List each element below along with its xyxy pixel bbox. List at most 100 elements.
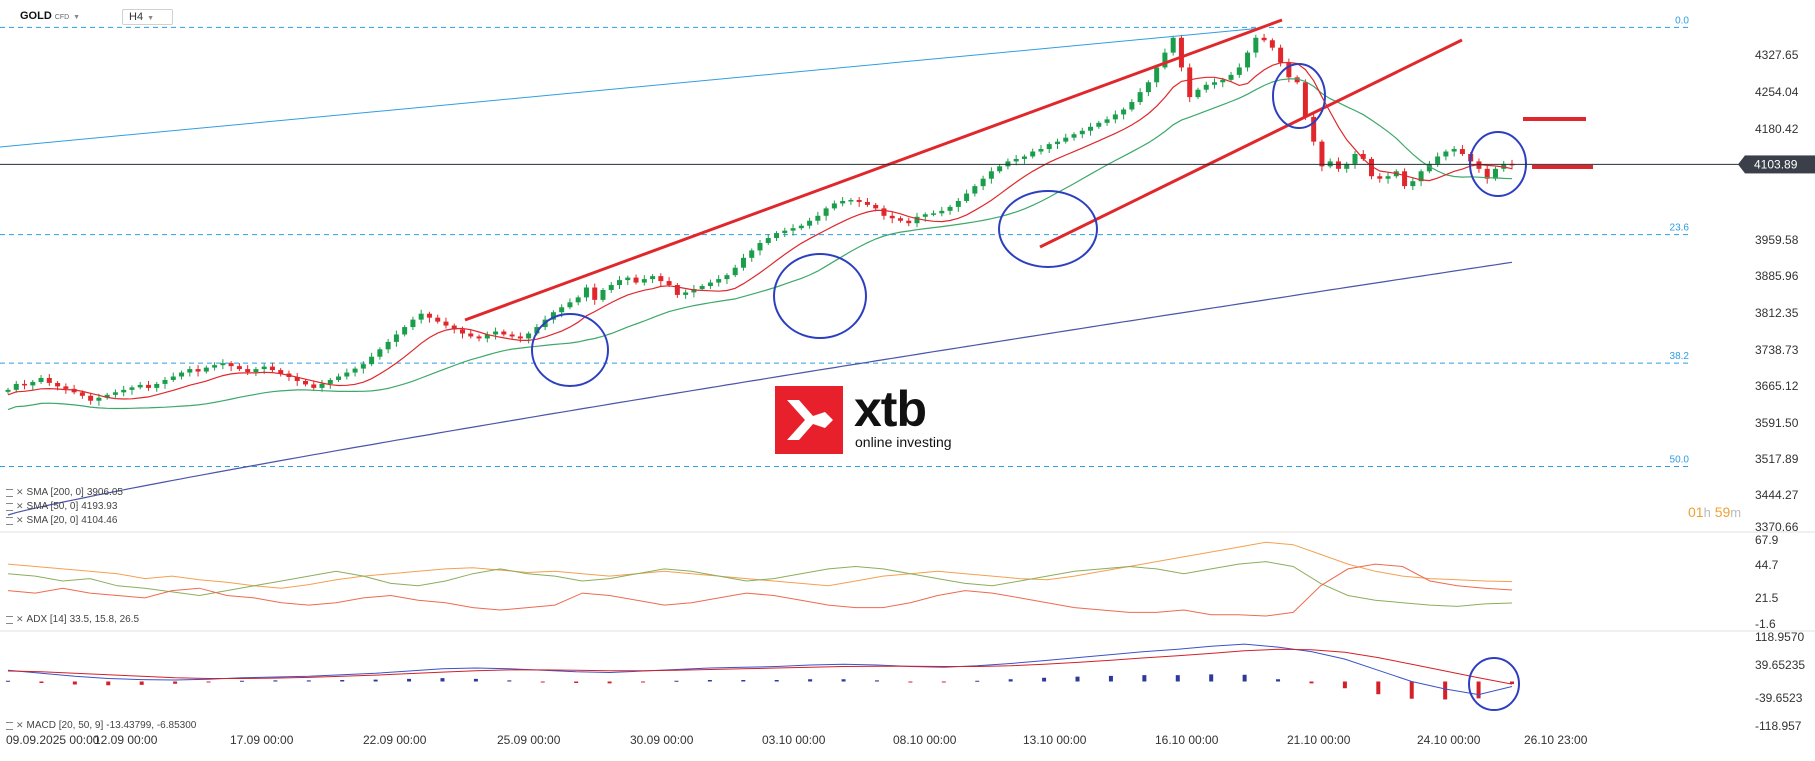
bearish-candle [1377, 176, 1383, 179]
bullish-candle [1121, 109, 1127, 115]
sma20-line [7, 61, 1513, 400]
bullish-candle [534, 327, 540, 334]
macd-histogram-bar [641, 681, 646, 683]
macd-y-tick-label: 118.9570 [1755, 630, 1804, 644]
adx-panel[interactable] [0, 531, 1815, 617]
symbol-tag: CFD [54, 14, 70, 21]
fib-level-label: 23.6 [1670, 223, 1690, 234]
adx-y-tick-label: 21.5 [1755, 591, 1779, 605]
symbol-name[interactable]: GOLD CFD ▼ [20, 10, 80, 22]
bullish-candle [526, 333, 532, 339]
macd-histogram-bar [674, 680, 679, 682]
remove-indicator-icon[interactable]: ✕ [16, 720, 24, 730]
macd-histogram-bar [1476, 681, 1481, 699]
bullish-candle [1492, 168, 1498, 179]
bearish-candle [1286, 62, 1292, 78]
indicator-settings-icon[interactable] [6, 615, 13, 624]
bearish-candle [1311, 116, 1317, 142]
bearish-candle [633, 277, 639, 283]
timeframe-select[interactable]: H4 ▼ [122, 9, 173, 25]
bearish-candle [1178, 37, 1184, 68]
current-price-value: 4103.89 [1754, 157, 1798, 171]
macd-histogram-bar [808, 679, 813, 682]
indicator-settings-icon[interactable] [6, 502, 13, 511]
x-tick-label: 08.10 00:00 [893, 733, 957, 747]
adx-values: 33.5, 15.8, 26.5 [69, 614, 140, 625]
bearish-candle [476, 336, 482, 339]
remove-indicator-icon[interactable]: ✕ [16, 515, 24, 525]
macd-panel[interactable] [0, 630, 1815, 711]
bullish-candle [625, 277, 631, 281]
bearish-candle [1319, 141, 1325, 167]
legend-sma20[interactable]: ✕ SMA [20, 0] 4104.46 [6, 515, 117, 526]
bearish-candle [311, 384, 317, 388]
bullish-candle [1418, 171, 1424, 182]
bearish-candle [1261, 37, 1267, 41]
current-price-tag [1745, 155, 1815, 174]
y-tick-label: 3885.96 [1755, 269, 1799, 283]
bullish-candle [716, 279, 722, 283]
bullish-candle [1228, 74, 1234, 80]
legend-sma50[interactable]: ✕ SMA [50, 0] 4193.93 [6, 501, 117, 512]
indicator-settings-icon[interactable] [6, 488, 13, 497]
x-tick-label: 03.10 00:00 [762, 733, 826, 747]
indicator-settings-icon[interactable] [6, 721, 13, 730]
macd-histogram-bar [1042, 677, 1047, 682]
bearish-candle [674, 285, 680, 295]
y-tick-label: 3370.66 [1755, 520, 1799, 534]
bullish-candle [319, 383, 325, 388]
remove-indicator-icon[interactable]: ✕ [16, 501, 24, 511]
bullish-candle [154, 383, 160, 388]
macd-histogram-bar [1142, 675, 1147, 682]
legend-macd[interactable]: ✕ MACD [20, 50, 9] -13.43799, -6.85300 [6, 720, 196, 731]
macd-histogram-bar [1242, 674, 1247, 682]
bullish-candle [1352, 153, 1358, 164]
macd-histogram-bar [607, 681, 612, 684]
legend-sma200[interactable]: ✕ SMA [200, 0] 3906.05 [6, 487, 123, 498]
legend-adx[interactable]: ✕ ADX [14] 33.5, 15.8, 26.5 [6, 614, 139, 625]
highlight-circle [998, 190, 1098, 268]
x-tick-label: 24.10 00:00 [1417, 733, 1481, 747]
bearish-candle [22, 383, 28, 386]
bullish-candle [1030, 151, 1036, 157]
bullish-candle [617, 280, 623, 286]
bullish-candle [1410, 181, 1416, 187]
fib-level-label: 38.2 [1670, 351, 1690, 362]
bullish-candle [377, 349, 383, 357]
macd-histogram-bar [874, 680, 879, 682]
indicator-settings-icon[interactable] [6, 516, 13, 525]
macd-histogram-bar [6, 680, 10, 682]
fib-level-label: 0.0 [1675, 15, 1689, 26]
bullish-candle [410, 319, 416, 328]
price-chart-panel[interactable]: 0.0 23.6 38.2 50.0 [0, 15, 1745, 516]
remove-indicator-icon[interactable]: ✕ [16, 487, 24, 497]
bullish-candle [1220, 79, 1226, 83]
bullish-candle [815, 215, 821, 221]
bullish-candle [608, 285, 614, 290]
bearish-candle [71, 388, 77, 393]
macd-histogram-bar [206, 681, 211, 683]
timeframe-dropdown-icon: ▼ [147, 15, 154, 22]
macd-histogram-bar [1108, 675, 1113, 682]
bearish-candle [269, 366, 275, 371]
symbol-dropdown-icon[interactable]: ▼ [73, 14, 81, 21]
x-tick-label: 21.10 00:00 [1287, 733, 1351, 747]
bullish-candle [1443, 151, 1449, 157]
axes: 4327.65 4254.04 4180.42 3959.58 3885.96 3812.… [6, 48, 1815, 747]
bullish-candle [1071, 134, 1077, 138]
macd-line [7, 643, 1513, 696]
x-mark-icon [787, 400, 833, 440]
bullish-candle [121, 389, 127, 393]
bullish-candle [1426, 163, 1432, 172]
channel-upper-line [464, 18, 1283, 322]
candle-timer: 01h 59m [1688, 504, 1741, 520]
bearish-candle [145, 384, 151, 388]
bullish-candle [1112, 114, 1118, 120]
sma200-value: 3906.05 [86, 487, 123, 498]
bullish-candle [1054, 141, 1060, 145]
bullish-candle [955, 200, 961, 207]
bullish-candle [641, 279, 647, 283]
remove-indicator-icon[interactable]: ✕ [16, 614, 24, 624]
bullish-candle [38, 377, 44, 382]
